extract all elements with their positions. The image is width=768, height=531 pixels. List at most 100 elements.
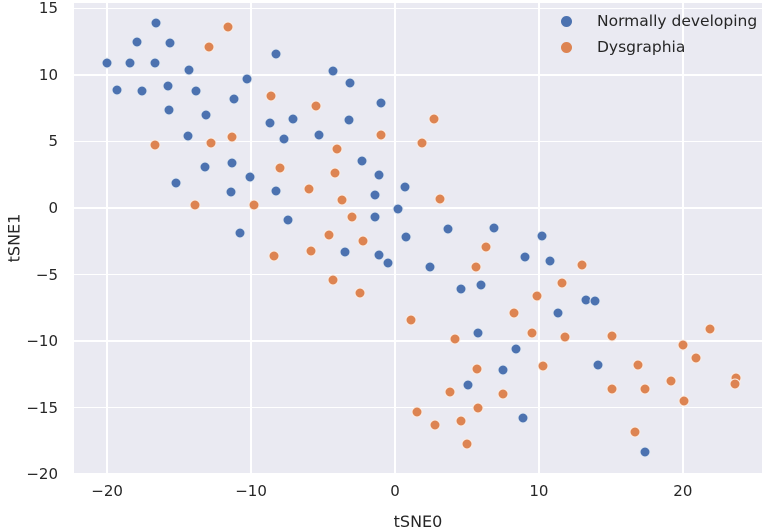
data-point xyxy=(429,419,441,431)
data-point xyxy=(241,73,253,85)
data-point xyxy=(149,57,161,69)
data-point xyxy=(205,137,217,149)
x-tick-label: −10 xyxy=(235,482,267,500)
data-point xyxy=(234,227,246,239)
data-point xyxy=(526,327,538,339)
data-point xyxy=(203,41,215,53)
y-tick-label: 10 xyxy=(38,65,58,84)
data-point xyxy=(589,295,601,307)
x-gridline xyxy=(106,3,108,473)
x-axis-label: tSNE0 xyxy=(393,512,443,531)
data-point xyxy=(354,287,366,299)
data-point xyxy=(356,155,368,167)
data-point xyxy=(164,37,176,49)
plot-area xyxy=(74,3,762,473)
data-point xyxy=(270,48,281,60)
data-point xyxy=(244,171,256,183)
data-point xyxy=(111,84,123,96)
data-point xyxy=(339,246,351,258)
data-point xyxy=(559,331,571,343)
data-point xyxy=(228,93,240,105)
data-point xyxy=(536,230,548,242)
data-point xyxy=(544,255,556,267)
data-point xyxy=(124,57,136,69)
data-point xyxy=(303,183,315,195)
data-point xyxy=(639,383,651,395)
data-point xyxy=(552,307,564,319)
data-point xyxy=(428,113,440,125)
data-point xyxy=(343,114,355,126)
data-point xyxy=(629,426,641,438)
data-point xyxy=(369,189,381,201)
data-point xyxy=(475,279,487,291)
data-point xyxy=(162,80,174,92)
data-point xyxy=(278,133,290,145)
data-point xyxy=(189,199,201,211)
data-point xyxy=(556,277,568,289)
data-point xyxy=(226,157,238,169)
data-point xyxy=(268,250,280,262)
data-point xyxy=(170,177,182,189)
data-point xyxy=(576,259,588,271)
y-tick-label: −15 xyxy=(26,398,58,417)
data-point xyxy=(282,214,294,226)
data-point xyxy=(519,251,530,263)
data-point xyxy=(472,327,484,339)
data-point xyxy=(592,359,604,371)
data-point xyxy=(274,162,286,174)
data-point xyxy=(517,412,529,424)
y-tick-label: 15 xyxy=(38,0,58,18)
data-point xyxy=(346,211,358,223)
data-point xyxy=(497,364,509,376)
data-point xyxy=(136,85,148,97)
data-point xyxy=(399,181,411,193)
data-point xyxy=(375,97,387,109)
data-point xyxy=(461,438,473,450)
data-point xyxy=(455,283,467,295)
data-point xyxy=(323,229,335,241)
data-point xyxy=(729,378,741,390)
data-point xyxy=(665,375,677,387)
data-point xyxy=(392,203,404,215)
data-point xyxy=(287,113,299,125)
data-point xyxy=(678,395,690,407)
data-point xyxy=(400,231,412,243)
x-tick-label: 10 xyxy=(529,482,549,500)
data-point xyxy=(149,139,161,151)
data-point xyxy=(704,323,716,335)
x-tick-label: 0 xyxy=(390,482,400,500)
data-point xyxy=(510,343,522,355)
y-tick-label: −5 xyxy=(35,265,58,284)
y-tick-label: 0 xyxy=(48,199,58,218)
data-point xyxy=(444,386,456,398)
legend-marker-normally-developing-icon xyxy=(561,15,572,27)
data-point xyxy=(327,65,339,77)
legend-marker-dysgraphia-icon xyxy=(561,41,572,53)
data-point xyxy=(344,77,356,89)
y-gridline xyxy=(74,340,762,342)
data-point xyxy=(264,117,276,129)
data-point xyxy=(331,143,343,155)
data-point xyxy=(373,249,385,261)
legend: Normally developing Dysgraphia xyxy=(548,8,757,60)
data-point xyxy=(369,211,381,223)
x-tick-label: 20 xyxy=(673,482,693,500)
y-axis-label: tSNE1 xyxy=(4,213,24,263)
data-point xyxy=(472,402,484,414)
legend-item: Normally developing xyxy=(548,8,757,34)
data-point xyxy=(336,194,348,206)
data-point xyxy=(375,129,387,141)
data-point xyxy=(416,137,428,149)
data-point xyxy=(424,261,435,273)
data-point xyxy=(183,64,195,76)
data-point xyxy=(270,185,281,197)
y-gridline xyxy=(74,74,762,76)
data-point xyxy=(497,388,509,400)
data-point xyxy=(163,104,175,115)
data-point xyxy=(639,446,651,458)
y-gridline xyxy=(74,207,762,209)
data-point xyxy=(508,307,520,319)
data-point xyxy=(131,36,143,48)
data-point xyxy=(462,379,474,391)
